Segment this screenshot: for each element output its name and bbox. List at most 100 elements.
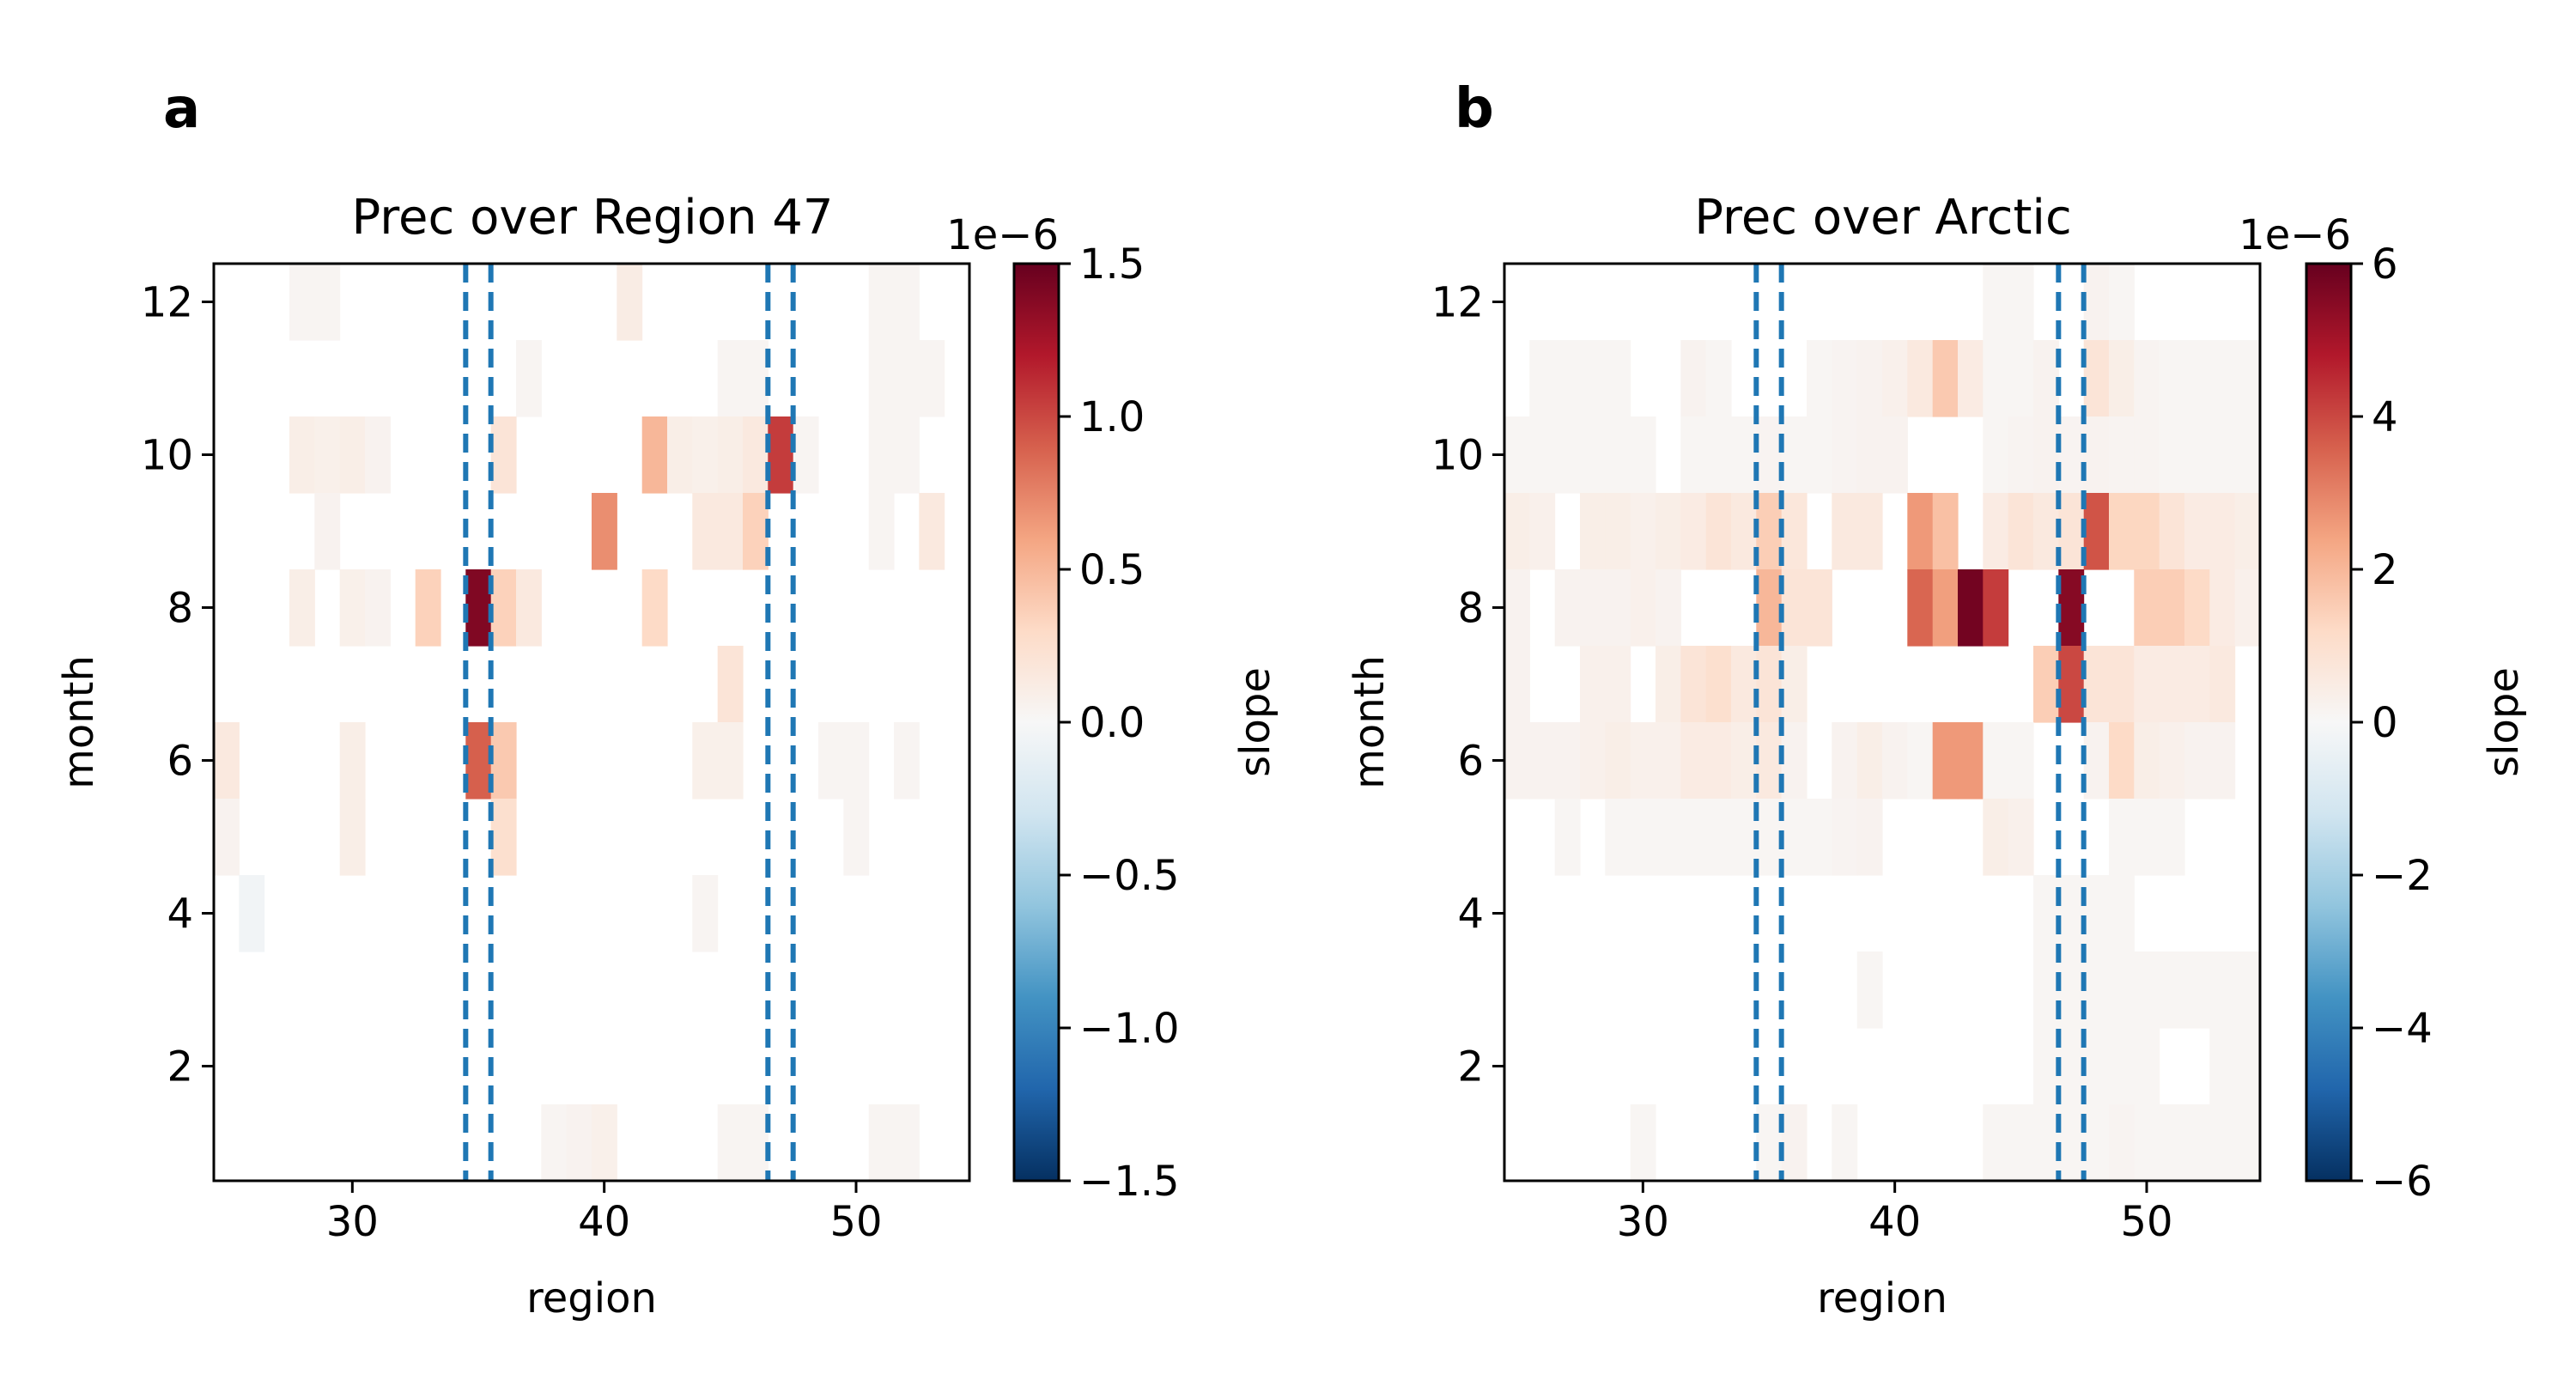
heatmap-cell (2033, 951, 2059, 1029)
heatmap-cell (2083, 340, 2110, 417)
heatmap-cell (894, 1104, 920, 1182)
heatmap-cell (2159, 799, 2185, 876)
y-tick-label: 10 (141, 432, 193, 480)
heatmap-cell (1983, 340, 2009, 417)
colorbar-tick-label: 6 (2372, 240, 2398, 289)
heatmap-cell (1529, 340, 1556, 417)
heatmap-cell (743, 493, 769, 570)
heatmap-cell (717, 646, 744, 723)
heatmap-cell (2234, 340, 2261, 417)
heatmap-cell (2058, 951, 2085, 1029)
heatmap-cell (289, 569, 315, 647)
heatmap-cell (2008, 340, 2034, 417)
chart-title-b: Prec over Arctic (1694, 190, 2072, 246)
heatmap-cell (2134, 1028, 2160, 1105)
heatmap-cell (717, 722, 744, 799)
heatmap-cell (2234, 416, 2261, 494)
heatmap-cell (2184, 646, 2210, 723)
heatmap-cell (1656, 646, 1681, 723)
heatmap-cell (692, 722, 719, 799)
heatmap-cell (1680, 799, 1707, 876)
heatmap-cell (1731, 493, 1757, 570)
heatmap-cell (1832, 1104, 1858, 1182)
heatmap-cell (1958, 722, 1984, 799)
panel-a: a Prec over Region 47 30 40 50 2 4 6 8 10 12 re… (55, 77, 1279, 1322)
heatmap-cell (1983, 1104, 2009, 1182)
heatmap-cell (1832, 416, 1858, 494)
heatmap-cell (1958, 569, 1984, 647)
heatmap-cell (1856, 493, 1883, 570)
heatmap-cell (1554, 799, 1581, 876)
heatmap-cell (1529, 722, 1556, 799)
heatmap-cell (1983, 799, 2009, 876)
x-axis-ticks-b: 30 40 50 (1617, 1181, 2173, 1246)
plot-frame-b (1503, 262, 2262, 1182)
dashed-lines-b (1753, 264, 2087, 1181)
x-axis-ticks-a: 30 40 50 (326, 1181, 883, 1246)
heatmap-cell (692, 493, 719, 570)
heatmap-cell (1605, 646, 1631, 723)
y-tick-label: 12 (141, 279, 193, 327)
heatmap-cell (1756, 722, 1783, 799)
heatmap-cell (2209, 340, 2236, 417)
heatmap-cell (1605, 799, 1631, 876)
heatmap-cell (490, 799, 517, 876)
chart-title-a: Prec over Region 47 (351, 190, 833, 246)
heatmap-cell (1630, 569, 1656, 647)
heatmap-cell (768, 416, 794, 494)
dashed-lines-a (463, 264, 796, 1181)
heatmap-cell (2008, 722, 2034, 799)
heatmap-cell (1807, 340, 1832, 417)
heatmap-cell (2159, 1104, 2185, 1182)
heatmap-cell (1781, 569, 1807, 647)
heatmap-cell (894, 340, 920, 417)
heatmap-cell (2184, 569, 2210, 647)
colorbar-ticks-b: −6 −4 −2 0 2 4 6 (2351, 240, 2433, 1206)
heatmap-cell (919, 340, 945, 417)
heatmap-cell (1983, 569, 2009, 647)
heatmap-cell (1807, 799, 1832, 876)
heatmap-cell (2083, 493, 2110, 570)
heatmap-cell (1580, 493, 1606, 570)
heatmap-cell (490, 569, 517, 647)
heatmap-cell (1882, 340, 1908, 417)
heatmap-cell (2058, 569, 2085, 647)
y-tick-label: 2 (167, 1043, 193, 1091)
heatmap-cell (1882, 416, 1908, 494)
heatmap-cell (1807, 569, 1832, 647)
heatmap-cell (1705, 646, 1732, 723)
heatmap-cell (2159, 569, 2185, 647)
heatmap-cell (1781, 646, 1807, 723)
heatmap-cell (2058, 1104, 2085, 1182)
heatmap-cell (2109, 264, 2135, 341)
heatmap-cell (516, 569, 542, 647)
heatmap-cell (1630, 1104, 1656, 1182)
heatmap-cell (717, 493, 744, 570)
heatmap-cell (2134, 646, 2160, 723)
colorbar-label-b: slope (2480, 667, 2528, 777)
colorbar-tick-label: 2 (2372, 546, 2398, 594)
colorbar-tick-label: −2 (2372, 852, 2433, 900)
heatmap-cell (1656, 569, 1681, 647)
colorbar-offset-b: 1e−6 (2239, 211, 2351, 259)
heatmap-cell (465, 722, 492, 799)
heatmap-cell (2159, 646, 2185, 723)
heatmap-cell (868, 493, 895, 570)
colorbar-a (1014, 264, 1059, 1181)
heatmap-cell (1731, 722, 1757, 799)
heatmap-cell (1832, 340, 1858, 417)
heatmap-cell (2058, 1028, 2085, 1105)
heatmap-cell (2184, 340, 2210, 417)
colorbar-label-a: slope (1231, 667, 1279, 777)
heatmap-cell (2058, 416, 2085, 494)
heatmap-cell (641, 416, 668, 494)
heatmap-cell (2134, 1104, 2160, 1182)
heatmap-cell (1504, 493, 1530, 570)
heatmap-cell (1504, 569, 1530, 647)
heatmap-cell (1856, 416, 1883, 494)
colorbar-tick-label: −4 (2372, 1005, 2433, 1053)
heatmap-cell (1554, 416, 1581, 494)
colorbar-tick-label: 4 (2372, 393, 2398, 441)
heatmap-cell (1731, 646, 1757, 723)
heatmap-cell (2184, 416, 2210, 494)
